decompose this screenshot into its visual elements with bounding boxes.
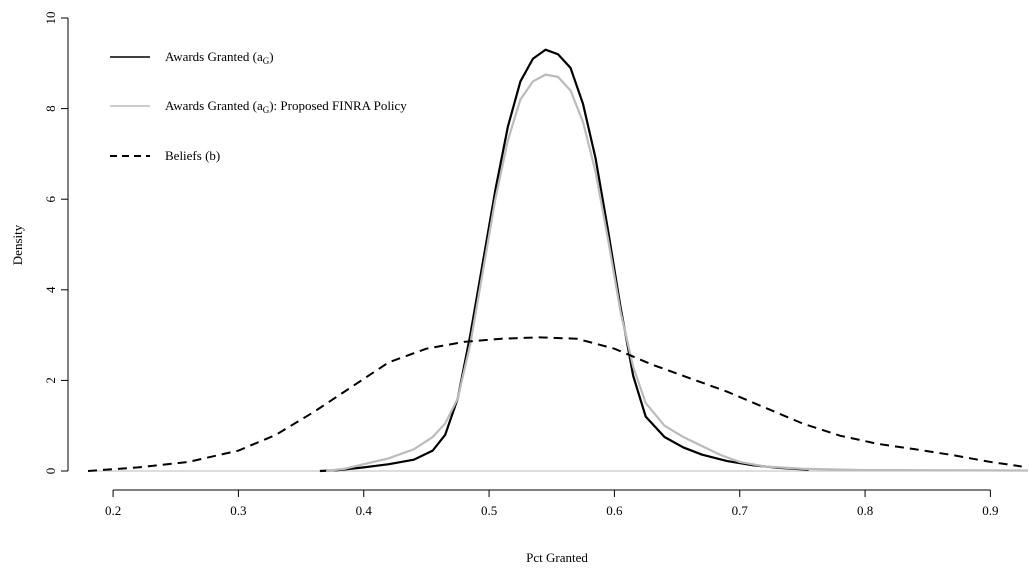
series-line-1 bbox=[319, 48, 809, 473]
x-tick-label: 0.6 bbox=[606, 503, 623, 518]
x-axis: 0.2 0.3 0.4 0.5 0.6 0.7 0.8 0.9 bbox=[105, 489, 999, 518]
x-tick-label: 0.7 bbox=[732, 503, 749, 518]
x-tick-label: 0.2 bbox=[105, 503, 121, 518]
x-tick-label: 0.4 bbox=[356, 503, 373, 518]
legend-label-3: Beliefs (b) bbox=[165, 148, 220, 163]
x-axis-title: Pct Granted bbox=[526, 550, 588, 565]
legend-label-1: Awards Granted (aG) bbox=[165, 49, 274, 66]
x-tick-label: 0.8 bbox=[857, 503, 873, 518]
y-axis: 0 2 4 6 8 10 bbox=[43, 12, 69, 475]
series-line-3 bbox=[87, 336, 1022, 472]
y-tick-label: 0 bbox=[43, 468, 58, 475]
legend-label-2: Awards Granted (aG): Proposed FINRA Poli… bbox=[165, 98, 407, 115]
x-tick-label: 0.3 bbox=[230, 503, 246, 518]
series-line-2 bbox=[325, 73, 1029, 473]
y-tick-label: 4 bbox=[43, 286, 58, 293]
y-tick-label: 6 bbox=[43, 195, 58, 202]
x-tick-label: 0.5 bbox=[481, 503, 497, 518]
legend: Awards Granted (aG) Awards Granted (aG): … bbox=[110, 49, 407, 163]
x-tick-label: 0.9 bbox=[982, 503, 998, 518]
plot-lines bbox=[87, 48, 1029, 473]
y-tick-label: 8 bbox=[43, 105, 58, 112]
y-tick-label: 2 bbox=[43, 377, 58, 384]
y-tick-label: 10 bbox=[43, 12, 58, 25]
y-axis-title: Density bbox=[10, 224, 25, 265]
